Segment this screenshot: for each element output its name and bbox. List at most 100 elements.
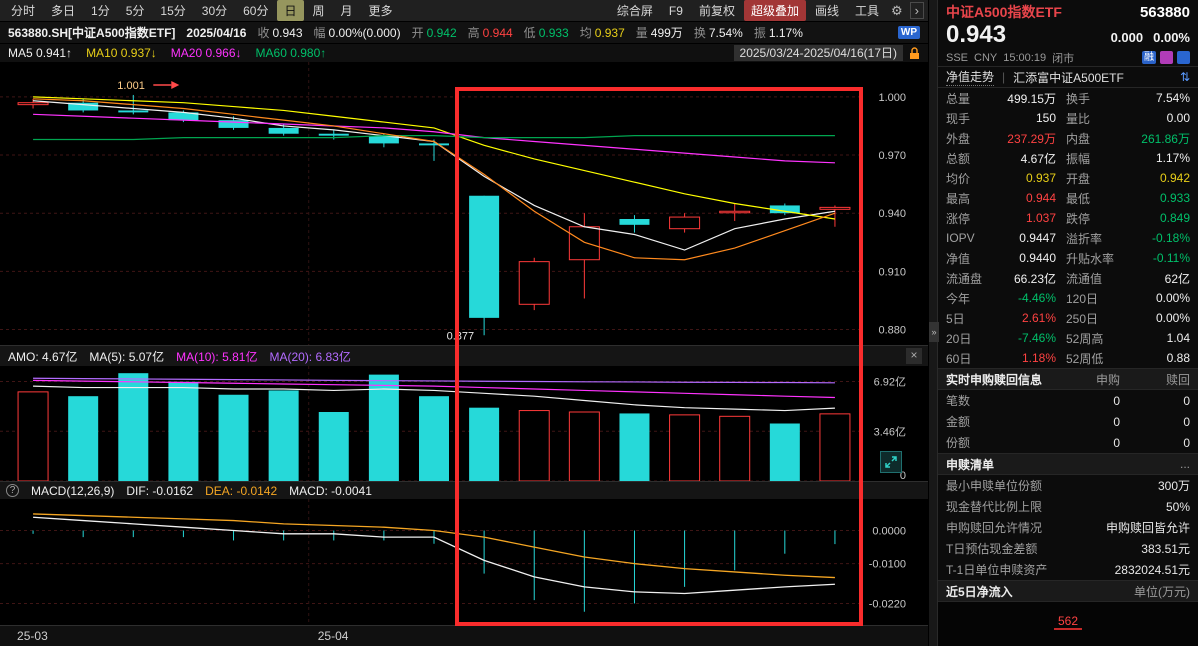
quote-time: 15:00:19	[1003, 51, 1047, 64]
ma-items: MA5 0.941↑ MA10 0.937↓ MA20 0.966↓ MA60 0.9…	[8, 46, 326, 60]
margin-trading-icon[interactable]: 融	[1142, 51, 1156, 64]
period-tab[interactable]: 更多	[368, 4, 393, 18]
info-field: 收 0.943	[257, 26, 303, 40]
wp-badge-icon[interactable]: WP	[897, 26, 920, 39]
collapse-right-icon[interactable]: »	[929, 322, 939, 342]
period-tab[interactable]: 分时	[11, 4, 36, 18]
x-axis-label: 25-04	[317, 629, 349, 643]
redemption-row: T日预估现金差额 383.51元	[946, 542, 1190, 556]
subscription-rows: 笔数 0 0 金额 0 0 份额 0 0	[938, 390, 1198, 453]
screenshot-icon[interactable]	[1177, 51, 1190, 64]
period-tab[interactable]: 5分	[125, 4, 145, 18]
info-field: 高 0.944	[467, 26, 513, 40]
quote-row: 20日 -7.46% 52周高 1.04	[946, 331, 1190, 346]
quote-row: 总量 499.15万 换手 7.54%	[946, 91, 1190, 106]
net-inflow-header: 近5日净流入 单位(万元)	[938, 580, 1198, 602]
related-fund-link[interactable]: 汇添富中证A500ETF	[1013, 70, 1124, 85]
toolbar-button[interactable]: 画线	[814, 4, 839, 18]
svg-text:6.92亿: 6.92亿	[874, 376, 906, 389]
info-field: 换 7.54%	[693, 26, 743, 40]
period-tab[interactable]: 1分	[91, 4, 110, 18]
macd-panel: 0.0000 -0.0100 -0.0220	[0, 499, 928, 625]
quote-row: 外盘 237.29万 内盘 261.86万	[946, 131, 1190, 146]
macd-chart[interactable]: 0.0000 -0.0100 -0.0220	[0, 499, 928, 625]
volume-header: AMO: 4.67亿 MA(5): 5.07亿 MA(10): 5.81亿 MA(20…	[0, 345, 928, 366]
svg-text:0.880: 0.880	[878, 324, 906, 336]
toolbar-button[interactable]: F9	[668, 3, 683, 18]
ma-item: MA5 0.941↑	[8, 46, 73, 60]
ma-item: MA10 0.937↓	[86, 46, 157, 60]
swap-vertical-icon[interactable]: ⇅	[1179, 70, 1190, 84]
svg-text:1.000: 1.000	[878, 92, 906, 104]
period-tabs: 分时 多日 1分 5分 15分 30分 60分日周 月 更多	[4, 0, 400, 21]
redemption-header: 申赎清单 ...	[938, 453, 1198, 475]
quote-row: 5日 2.61% 250日 0.00%	[946, 311, 1190, 326]
expand-icon[interactable]	[880, 451, 902, 473]
info-field: 均 0.937	[579, 26, 625, 40]
toolbar-button[interactable]: 综合屏	[616, 4, 653, 18]
period-tab[interactable]: 日	[277, 0, 304, 21]
macd-header: ? MACD(12,26,9) DIF: -0.0162 DEA: -0.0142…	[0, 481, 928, 499]
quote-row: 60日 1.18% 52周低 0.88	[946, 351, 1190, 366]
close-icon[interactable]: ×	[906, 348, 922, 364]
x-axis-label: 25-03	[17, 629, 48, 643]
info-field: 幅 0.00%(0.000)	[313, 26, 401, 40]
svg-text:0.0000: 0.0000	[872, 526, 906, 538]
svg-text:-0.0220: -0.0220	[869, 598, 906, 610]
currency-label: CNY	[974, 51, 998, 64]
redemption-row: 最小申赎单位份额 300万	[946, 479, 1190, 493]
quote-row: 最高 0.944 最低 0.933	[946, 191, 1190, 206]
svg-text:0.877: 0.877	[447, 330, 475, 342]
period-tab[interactable]: 30分	[201, 4, 228, 18]
toolbar-button[interactable]: 前复权	[698, 4, 735, 18]
quote-row: 均价 0.937 开盘 0.942	[946, 171, 1190, 186]
svg-text:-0.0100: -0.0100	[869, 559, 906, 571]
price-chart[interactable]: 1.000 0.970 0.940 0.910 0.880 1.001 0.877	[0, 62, 928, 345]
quote-row: 流通盘 66.23亿 流通值 62亿	[946, 271, 1190, 286]
market-status: 闭市	[1052, 52, 1075, 65]
quote-row: 涨停 1.037 跌停 0.849	[946, 211, 1190, 226]
toolbar-button[interactable]: 工具	[854, 4, 879, 18]
price-change: 0.000 0.00%	[1110, 30, 1190, 45]
macd-fields: MACD(12,26,9) DIF: -0.0162 DEA: -0.0142 MA…	[31, 484, 372, 498]
quote-row: 净值 0.9440 升贴水率 -0.11%	[946, 251, 1190, 266]
period-tab[interactable]: 多日	[51, 4, 76, 18]
more-ellipsis[interactable]: ...	[1179, 457, 1190, 471]
ma-item: MA20 0.966↓	[170, 46, 242, 60]
symbol-label: 563880.SH[中证A500指数ETF]	[8, 26, 176, 40]
nav-link[interactable]: 净值走势	[946, 70, 995, 86]
date-label: 2025/04/16	[186, 25, 247, 40]
gear-icon[interactable]: ⚙	[891, 2, 903, 18]
x-axis: 25-03 25-04	[0, 625, 928, 646]
chart-column: 分时 多日 1分 5分 15分 30分 60分日周月更多 综合屏 F9 前复权 超级叠加 画线 工具 …	[0, 0, 928, 646]
svg-text:0: 0	[900, 470, 906, 481]
period-tab[interactable]: 60分	[243, 4, 269, 18]
period-tab[interactable]: 月	[340, 4, 353, 18]
volume-chart[interactable]: 6.92亿 3.46亿 0	[0, 366, 928, 481]
annotate-icon[interactable]	[1160, 51, 1173, 64]
macd-field: DIF: -0.0162	[126, 483, 194, 498]
redemption-rows: 最小申赎单位份额 300万 现金替代比例上限 50% 申购赎回允许情况 申购赎回…	[938, 475, 1198, 580]
info-field: 振 1.17%	[753, 26, 803, 40]
quote-info-bar: 563880.SH[中证A500指数ETF] 2025/04/16 收 0.943…	[0, 22, 928, 44]
ma-item: MA60 0.980↑	[255, 46, 327, 60]
lock-icon[interactable]	[909, 46, 920, 60]
volume-field: MA(10): 5.81亿	[176, 349, 258, 364]
macd-field: MACD(12,26,9)	[31, 483, 115, 498]
collapse-strip: »	[928, 0, 939, 646]
period-tab[interactable]: 15分	[160, 4, 186, 18]
macd-field: DEA: -0.0142	[205, 483, 278, 498]
nav-row: 净值走势 | 汇添富中证A500ETF ⇅	[938, 66, 1198, 88]
stock-code: 563880	[1139, 3, 1190, 21]
redemption-row: T-1日单位申赎资产 2832024.51元	[946, 563, 1190, 577]
help-icon[interactable]: ?	[6, 484, 19, 497]
info-field: 开 0.942	[411, 26, 457, 40]
chevron-right-icon[interactable]: ›	[909, 2, 924, 19]
period-tab[interactable]: 周	[312, 4, 325, 18]
toolbar-button[interactable]: 超级叠加	[743, 0, 806, 21]
subscription-row: 份额 0 0	[946, 435, 1190, 451]
sidebar-header: 中证A500指数ETF 563880 0.943 0.000 0.00% SSE …	[938, 0, 1198, 66]
quote-grid: 总量 499.15万 换手 7.54% 现手 150 量比 0.00 外盘	[938, 88, 1198, 368]
net-inflow-chart: 562	[938, 602, 1198, 646]
